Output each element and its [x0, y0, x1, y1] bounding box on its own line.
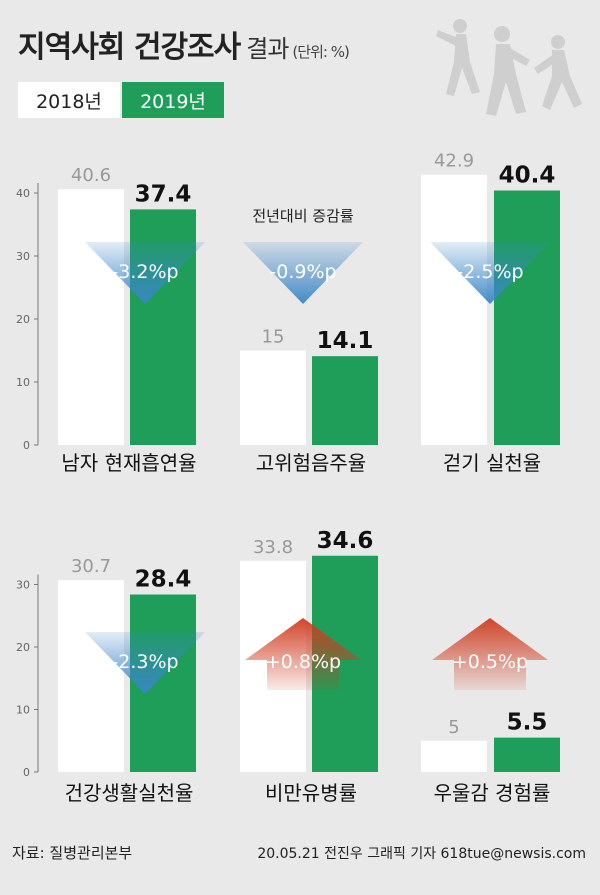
change-label: +0.8%p — [265, 651, 341, 673]
bar-2019 — [494, 737, 560, 772]
legend-2018: 2018년 — [18, 82, 120, 118]
category-label: 비만유병률 — [265, 781, 357, 805]
value-label-2019: 37.4 — [135, 181, 192, 207]
y-tick-label: 20 — [16, 313, 30, 326]
down-arrow-icon — [243, 242, 363, 304]
footer-credit: 20.05.21 전진우 그래픽 기자 618tue@newsis.com — [257, 846, 586, 862]
y-tick-label: 30 — [16, 250, 30, 263]
annotation-label: 전년대비 증감률 — [252, 207, 354, 225]
value-label-2018: 33.8 — [253, 537, 293, 558]
y-tick-label: 30 — [16, 579, 30, 592]
y-tick-label: 0 — [23, 766, 30, 779]
category-label: 건강생활실천율 — [65, 781, 194, 805]
y-tick-label: 40 — [16, 187, 30, 200]
footer-source: 자료: 질병관리본부 — [12, 844, 133, 862]
value-label-2019: 5.5 — [507, 710, 548, 736]
category-label: 우울감 경험률 — [434, 781, 551, 805]
bar-2018 — [58, 580, 124, 772]
change-label: -3.2%p — [111, 261, 178, 283]
value-label-2019: 40.4 — [499, 162, 556, 188]
down-arrow-icon — [430, 242, 550, 304]
value-label-2018: 15 — [262, 327, 285, 348]
y-tick-label: 10 — [16, 376, 30, 389]
chart-subtitle: 결과 — [246, 35, 289, 63]
legend-2019: 2019년 — [122, 82, 224, 118]
y-tick-label: 10 — [16, 704, 30, 717]
bar-2019 — [312, 356, 378, 445]
up-arrow-icon — [245, 618, 361, 690]
value-label-2019: 14.1 — [317, 328, 374, 354]
change-label: +0.5%p — [452, 651, 528, 673]
up-arrow-icon — [432, 618, 548, 690]
value-label-2018: 40.6 — [71, 165, 111, 186]
down-arrow-icon — [85, 242, 205, 304]
category-label: 고위험음주율 — [256, 451, 366, 475]
bar-2018 — [58, 189, 124, 445]
value-label-2019: 34.6 — [317, 528, 374, 554]
value-label-2018: 30.7 — [71, 556, 111, 577]
chart-title: 지역사회 건강조사 결과 (단위: %) — [18, 30, 350, 65]
y-tick-label: 20 — [16, 641, 30, 654]
category-label: 걷기 실천율 — [443, 451, 541, 475]
value-label-2018: 42.9 — [434, 151, 474, 172]
value-label-2019: 28.4 — [135, 567, 192, 593]
bar-2019 — [494, 190, 560, 445]
bar-2018 — [421, 174, 487, 446]
change-label: -2.3%p — [111, 651, 178, 673]
change-label: -0.9%p — [269, 261, 336, 283]
y-tick-label: 0 — [23, 439, 30, 452]
change-label: -2.5%p — [456, 261, 523, 283]
unit-label: (단위: %) — [292, 43, 349, 61]
bar-2018 — [421, 740, 487, 772]
runners-illustration — [436, 19, 582, 116]
down-arrow-icon — [85, 632, 205, 694]
category-label: 남자 현재흡연율 — [61, 451, 196, 475]
bar-2018 — [240, 350, 306, 445]
value-label-2018: 5 — [448, 717, 459, 738]
